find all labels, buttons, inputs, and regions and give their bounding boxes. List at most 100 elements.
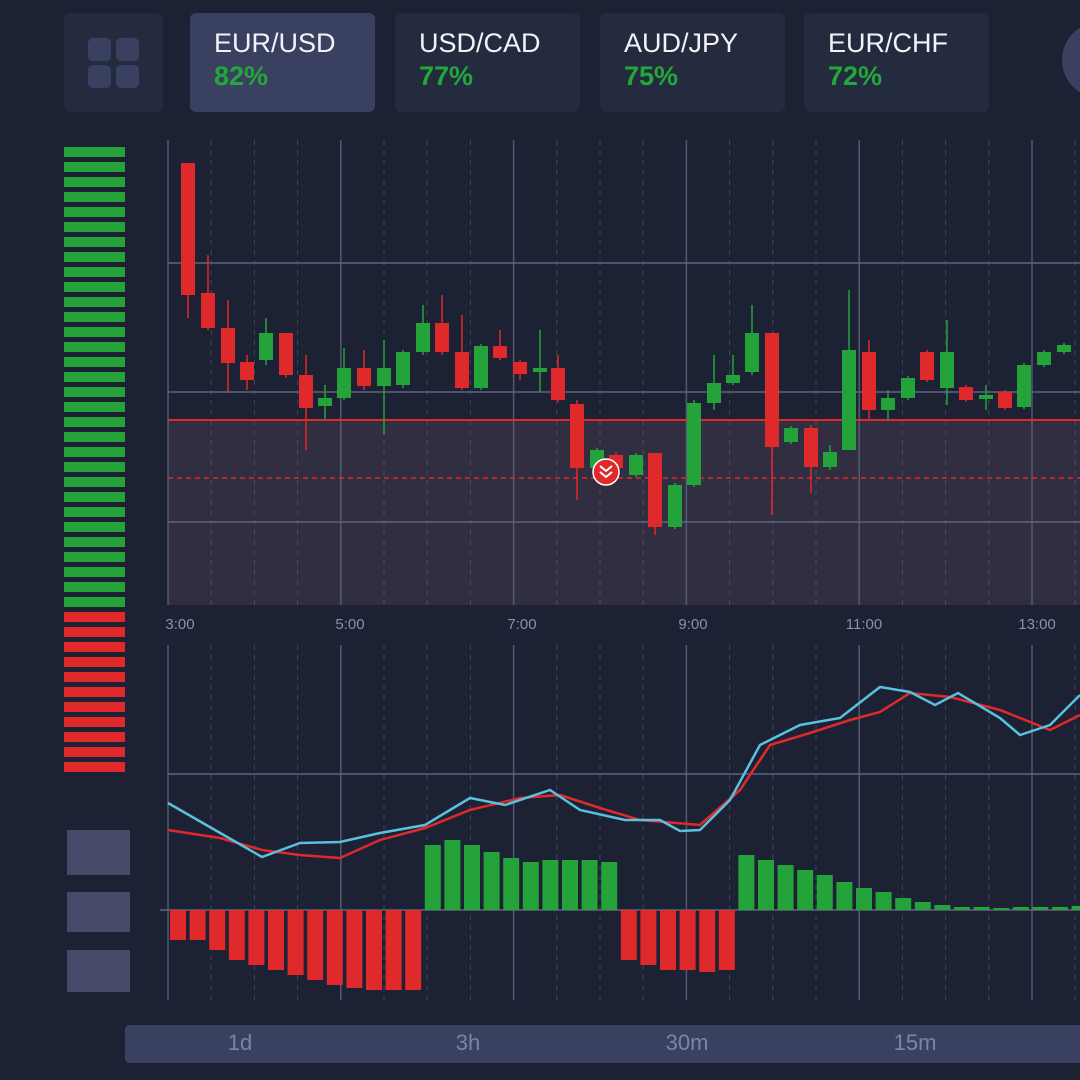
histogram-bar	[895, 898, 912, 910]
strength-segment	[64, 342, 125, 352]
strength-segment	[64, 267, 125, 277]
time-label: 11:00	[845, 616, 883, 633]
candle-body	[181, 163, 195, 295]
signal-icon	[599, 465, 613, 479]
histogram-bar	[1032, 907, 1049, 910]
strength-segment	[64, 687, 125, 697]
pair-tab[interactable]: EUR/CHF 72%	[804, 13, 989, 112]
menu-button[interactable]	[64, 13, 163, 112]
candle-body	[998, 392, 1012, 408]
candle-body	[1037, 352, 1051, 365]
candle-body	[940, 352, 954, 388]
candle-body	[707, 383, 721, 403]
candle-body	[240, 362, 254, 380]
histogram-bar	[385, 910, 402, 990]
time-label: 7:00	[507, 616, 537, 633]
histogram-bar	[620, 910, 637, 960]
histogram-bar	[209, 910, 226, 950]
strength-segment	[64, 567, 125, 577]
strength-segment	[64, 477, 125, 487]
candle-body	[726, 375, 740, 383]
histogram-bar	[758, 860, 774, 910]
strength-segment	[64, 747, 125, 757]
side-button[interactable]	[67, 950, 130, 992]
timeframe-button[interactable]: 15m	[893, 1030, 937, 1055]
menu-icon	[88, 38, 111, 61]
strength-segment	[64, 417, 125, 427]
candle-body	[533, 368, 547, 372]
histogram-bar	[503, 858, 520, 910]
strength-segment	[64, 492, 125, 502]
side-button[interactable]	[67, 830, 130, 875]
menu-icon	[116, 38, 139, 61]
candle-body	[648, 453, 662, 527]
histogram-bar	[346, 910, 363, 988]
histogram-bar	[268, 910, 284, 970]
strength-segment	[64, 282, 125, 292]
histogram-bar	[483, 852, 500, 910]
candle-body	[318, 398, 332, 406]
histogram-bar	[326, 910, 343, 985]
strength-segment	[64, 552, 125, 562]
histogram-bar	[738, 855, 755, 910]
strength-segment	[64, 222, 125, 232]
candle-body	[357, 368, 371, 386]
strength-segment	[64, 297, 125, 307]
candle-body	[881, 398, 895, 410]
histogram-bar	[542, 860, 559, 910]
histogram-bar	[699, 910, 716, 972]
histogram-bar	[856, 888, 872, 910]
timeframe-button[interactable]: 30m	[665, 1030, 709, 1055]
candle-body	[842, 350, 856, 450]
strength-segment	[64, 762, 125, 772]
candle-body	[629, 455, 643, 475]
candle-body	[901, 378, 915, 398]
candle-body	[862, 352, 876, 410]
strength-segment	[64, 237, 125, 247]
strength-segment	[64, 642, 125, 652]
price-band	[168, 420, 1080, 605]
histogram-bar	[816, 875, 833, 910]
strength-segment	[64, 717, 125, 727]
candle-body	[668, 485, 682, 527]
histogram-bar	[836, 882, 853, 910]
side-button[interactable]	[67, 892, 130, 932]
histogram-bar	[287, 910, 304, 975]
pair-name: AUD/JPY	[624, 28, 739, 58]
histogram-bar	[248, 910, 265, 965]
time-label: 3:00	[165, 616, 195, 633]
histogram-bar	[522, 862, 539, 910]
pair-tab[interactable]: EUR/USD 82%	[190, 13, 375, 112]
histogram-bar	[1052, 907, 1068, 910]
histogram-bar	[444, 840, 461, 910]
histogram-bar	[1071, 906, 1080, 910]
strength-segment	[64, 702, 125, 712]
strength-segment	[64, 732, 125, 742]
candle-body	[299, 375, 313, 408]
strength-segment	[64, 657, 125, 667]
strength-segment	[64, 612, 125, 622]
candle-body	[279, 333, 293, 375]
timeframe-button[interactable]: 1d	[227, 1030, 253, 1055]
timeframe-button[interactable]: 3h	[455, 1030, 481, 1055]
strength-segment	[64, 147, 125, 157]
strength-segment	[64, 462, 125, 472]
strength-segment	[64, 357, 125, 367]
profile-button[interactable]	[1062, 22, 1080, 98]
histogram-bar	[777, 865, 794, 910]
candle-body	[455, 352, 469, 388]
candle-body	[435, 323, 449, 352]
histogram-bar	[718, 910, 735, 970]
pair-name: EUR/USD	[214, 28, 336, 58]
strength-segment	[64, 537, 125, 547]
candle-body	[1057, 345, 1071, 352]
histogram-bar	[797, 870, 814, 910]
candle-body	[979, 395, 993, 399]
strength-segment	[64, 162, 125, 172]
menu-icon	[88, 65, 111, 88]
histogram-bar	[307, 910, 324, 980]
pair-tab[interactable]: USD/CAD 77%	[395, 13, 580, 112]
candle-body	[493, 346, 507, 358]
pair-tab[interactable]: AUD/JPY 75%	[600, 13, 785, 112]
